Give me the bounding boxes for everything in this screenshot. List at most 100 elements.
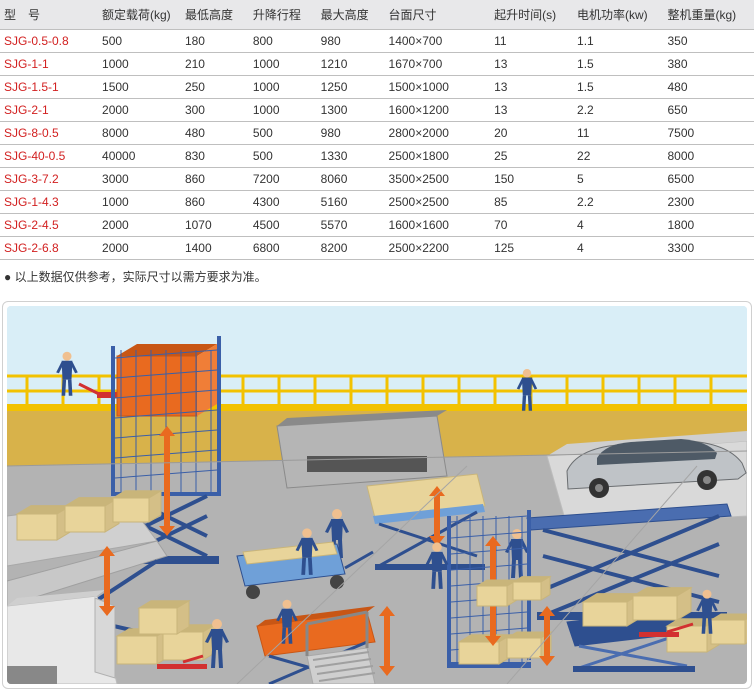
data-cell: 210 — [181, 53, 249, 76]
data-cell: 125 — [490, 237, 573, 260]
data-cell: 980 — [317, 30, 385, 53]
data-cell: 1000 — [249, 76, 317, 99]
data-cell: 4300 — [249, 191, 317, 214]
data-cell: 1300 — [317, 99, 385, 122]
data-cell: 860 — [181, 168, 249, 191]
model-cell: SJG-2-1 — [0, 99, 98, 122]
data-cell: 2500×2200 — [385, 237, 491, 260]
data-cell: 25 — [490, 145, 573, 168]
model-cell: SJG-3-7.2 — [0, 168, 98, 191]
model-cell: SJG-40-0.5 — [0, 145, 98, 168]
data-cell: 3300 — [663, 237, 754, 260]
data-cell: 860 — [181, 191, 249, 214]
data-cell: 13 — [490, 99, 573, 122]
data-cell: 7200 — [249, 168, 317, 191]
data-cell: 380 — [663, 53, 754, 76]
data-cell: 2500×1800 — [385, 145, 491, 168]
data-cell: 1670×700 — [385, 53, 491, 76]
data-cell: 22 — [573, 145, 663, 168]
data-cell: 4500 — [249, 214, 317, 237]
data-cell: 2000 — [98, 237, 181, 260]
data-cell: 5160 — [317, 191, 385, 214]
data-cell: 13 — [490, 76, 573, 99]
illustration-frame — [2, 301, 752, 689]
warehouse-illustration — [7, 306, 747, 684]
data-cell: 1250 — [317, 76, 385, 99]
data-cell: 1070 — [181, 214, 249, 237]
data-cell: 1000 — [249, 99, 317, 122]
data-cell: 500 — [249, 122, 317, 145]
data-cell: 4 — [573, 214, 663, 237]
data-cell: 11 — [573, 122, 663, 145]
data-cell: 3000 — [98, 168, 181, 191]
col-header: 电机功率(kw) — [573, 0, 663, 30]
spec-table: 型 号额定载荷(kg)最低高度升降行程最大高度台面尺寸起升时间(s)电机功率(k… — [0, 0, 754, 260]
data-cell: 150 — [490, 168, 573, 191]
table-row: SJG-1-4.31000860430051602500×2500852.223… — [0, 191, 754, 214]
table-row: SJG-2-6.820001400680082002500×2200125433… — [0, 237, 754, 260]
table-row: SJG-2-12000300100013001600×1200132.2650 — [0, 99, 754, 122]
data-cell: 13 — [490, 53, 573, 76]
data-cell: 500 — [98, 30, 181, 53]
data-cell: 1210 — [317, 53, 385, 76]
col-header: 升降行程 — [249, 0, 317, 30]
data-cell: 2500×2500 — [385, 191, 491, 214]
col-header: 整机重量(kg) — [663, 0, 754, 30]
col-header: 最大高度 — [317, 0, 385, 30]
model-cell: SJG-8-0.5 — [0, 122, 98, 145]
data-cell: 7500 — [663, 122, 754, 145]
data-cell: 1.1 — [573, 30, 663, 53]
model-cell: SJG-1-1 — [0, 53, 98, 76]
col-header: 额定载荷(kg) — [98, 0, 181, 30]
col-header: 起升时间(s) — [490, 0, 573, 30]
data-cell: 1400 — [181, 237, 249, 260]
data-cell: 980 — [317, 122, 385, 145]
data-cell: 1500 — [98, 76, 181, 99]
data-cell: 3500×2500 — [385, 168, 491, 191]
footnote: ● 以上数据仅供参考，实际尺寸以需方要求为准。 — [0, 260, 754, 301]
data-cell: 2000 — [98, 214, 181, 237]
data-cell: 1600×1600 — [385, 214, 491, 237]
data-cell: 6500 — [663, 168, 754, 191]
data-cell: 6800 — [249, 237, 317, 260]
model-cell: SJG-2-4.5 — [0, 214, 98, 237]
col-header: 最低高度 — [181, 0, 249, 30]
data-cell: 1500×1000 — [385, 76, 491, 99]
data-cell: 250 — [181, 76, 249, 99]
model-cell: SJG-2-6.8 — [0, 237, 98, 260]
data-cell: 1.5 — [573, 53, 663, 76]
data-cell: 1000 — [98, 191, 181, 214]
data-cell: 830 — [181, 145, 249, 168]
data-cell: 300 — [181, 99, 249, 122]
model-cell: SJG-0.5-0.8 — [0, 30, 98, 53]
col-header: 台面尺寸 — [385, 0, 491, 30]
data-cell: 1000 — [98, 53, 181, 76]
model-cell: SJG-1.5-1 — [0, 76, 98, 99]
data-cell: 8000 — [98, 122, 181, 145]
data-cell: 70 — [490, 214, 573, 237]
data-cell: 1800 — [663, 214, 754, 237]
data-cell: 2.2 — [573, 191, 663, 214]
data-cell: 40000 — [98, 145, 181, 168]
data-cell: 1000 — [249, 53, 317, 76]
data-cell: 2300 — [663, 191, 754, 214]
data-cell: 350 — [663, 30, 754, 53]
data-cell: 1600×1200 — [385, 99, 491, 122]
table-row: SJG-40-0.54000083050013302500×1800252280… — [0, 145, 754, 168]
data-cell: 5570 — [317, 214, 385, 237]
data-cell: 2.2 — [573, 99, 663, 122]
table-row: SJG-1.5-11500250100012501500×1000131.548… — [0, 76, 754, 99]
data-cell: 2000 — [98, 99, 181, 122]
data-cell: 180 — [181, 30, 249, 53]
data-cell: 1330 — [317, 145, 385, 168]
data-cell: 2800×2000 — [385, 122, 491, 145]
table-row: SJG-2-4.520001070450055701600×1600704180… — [0, 214, 754, 237]
data-cell: 480 — [663, 76, 754, 99]
data-cell: 8060 — [317, 168, 385, 191]
table-row: SJG-0.5-0.85001808009801400×700111.1350 — [0, 30, 754, 53]
data-cell: 650 — [663, 99, 754, 122]
data-cell: 8200 — [317, 237, 385, 260]
model-cell: SJG-1-4.3 — [0, 191, 98, 214]
data-cell: 5 — [573, 168, 663, 191]
data-cell: 85 — [490, 191, 573, 214]
